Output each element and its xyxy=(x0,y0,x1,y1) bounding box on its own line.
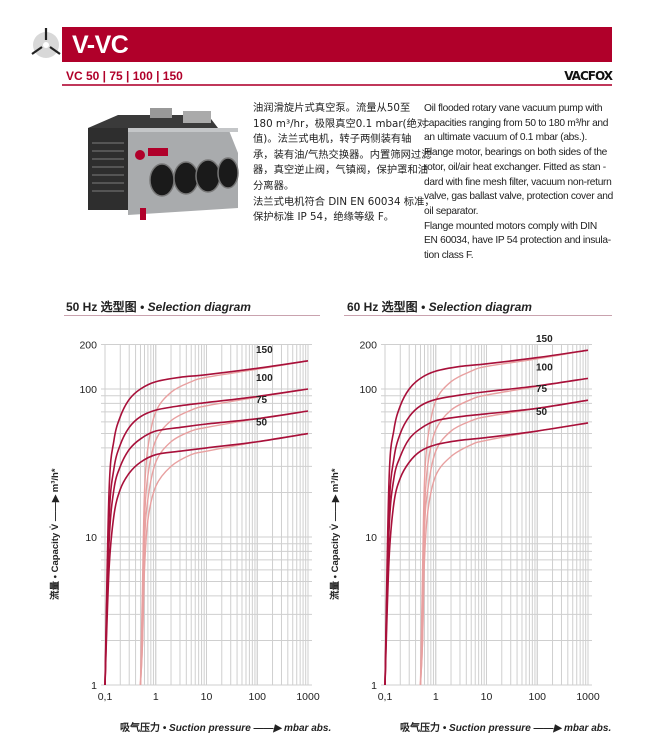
series-label: 150 xyxy=(536,334,553,345)
curve-standard-50 xyxy=(104,432,309,686)
en-line: oil separator. xyxy=(424,205,479,217)
y-tick-label: 100 xyxy=(359,384,377,396)
cn-line: 180 m³/hr，极限真空0.1 mbar(绝对 xyxy=(253,117,428,130)
title-en: • Selection diagram xyxy=(140,300,251,314)
cn-line: 法兰式电机符合 DIN EN 60034 标准， xyxy=(253,195,435,208)
en-line: valve, gas ballast valve, protection cov… xyxy=(424,191,613,203)
series-label: 50 xyxy=(536,407,548,418)
chart-50hz-title: 50 Hz 选型图 • Selection diagram xyxy=(66,298,251,315)
en-line: an ultimate vacuum of 0.1 mbar (abs.). xyxy=(424,132,587,144)
chart-60hz-rule xyxy=(344,315,612,316)
curve-standard-150 xyxy=(104,360,309,686)
en-line: Flange motor, bearings on both sides of … xyxy=(424,147,608,159)
x-tick-label: 10 xyxy=(481,691,493,703)
y-tick-label: 200 xyxy=(359,339,377,351)
title-cn: 50 Hz 选型图 xyxy=(66,300,137,314)
x-tick-label: 1000 xyxy=(576,691,600,703)
series-label: 75 xyxy=(256,395,268,406)
curve-gas-ballast-50 xyxy=(139,432,309,686)
series-label: 100 xyxy=(256,373,273,384)
cn-line: 油润滑旋片式真空泵。流量从50至 xyxy=(253,102,411,114)
curve-gas-ballast-50 xyxy=(419,422,589,686)
cn-line: 值)。法兰式电机，转子两侧装有轴 xyxy=(253,133,412,146)
en-line: Flange mounted motors comply with DIN xyxy=(424,220,597,232)
chart-50hz-xlabel: 吸气压力 • Suction pressure ——▶ mbar abs. xyxy=(120,719,331,734)
en-line: rotor, oil/air heat exchanger. Fitted as… xyxy=(424,161,606,173)
x-tick-label: 100 xyxy=(528,691,546,703)
chart-60hz-title: 60 Hz 选型图 • Selection diagram xyxy=(347,298,532,315)
cn-line: 器，真空逆止阀，气镇阀，保护罩和油 xyxy=(253,164,429,177)
y-tick-label: 1 xyxy=(91,680,97,692)
curve-standard-75 xyxy=(384,399,589,686)
xlabel-en: • Suction pressure ——▶ mbar abs. xyxy=(162,723,332,734)
x-tick-label: 1000 xyxy=(296,691,320,703)
curve-standard-50 xyxy=(384,422,589,686)
series-label: 100 xyxy=(536,362,553,373)
xlabel-cn: 吸气压力 xyxy=(400,723,440,734)
series-label: 150 xyxy=(256,345,273,356)
x-tick-label: 1 xyxy=(153,691,159,703)
cn-line: 分离器。 xyxy=(253,179,295,192)
curve-gas-ballast-150 xyxy=(419,349,589,686)
y-tick-label: 10 xyxy=(85,532,97,544)
curve-gas-ballast-100 xyxy=(419,377,589,686)
xlabel-cn: 吸气压力 xyxy=(120,723,160,734)
curve-standard-100 xyxy=(384,377,589,686)
cn-line: 保护标准 IP 54，绝缘等级 F。 xyxy=(253,211,395,224)
y-tick-label: 200 xyxy=(79,339,97,351)
curve-standard-75 xyxy=(104,410,309,686)
chart-60hz-xlabel: 吸气压力 • Suction pressure ——▶ mbar abs. xyxy=(400,719,611,734)
cn-line: 承，装有油/气热交换器。内置筛网过滤 xyxy=(253,148,432,161)
curve-standard-150 xyxy=(384,349,589,686)
product-title: V-VC xyxy=(72,31,129,59)
en-line: EN 60034, have IP 54 protection and insu… xyxy=(424,235,611,247)
en-line: Oil flooded rotary vane vacuum pump with xyxy=(424,103,603,114)
chart-60hz-ylabel: 流量 • Capacity V̇ ——▶ m³/h* xyxy=(330,468,341,600)
brand-logo: VACFOX xyxy=(564,69,613,83)
x-tick-label: 10 xyxy=(201,691,213,703)
x-tick-label: 100 xyxy=(248,691,266,703)
series-label: 50 xyxy=(256,418,268,429)
en-line: dard with fine mesh filter, vacuum non-r… xyxy=(424,176,612,188)
header-divider xyxy=(62,84,612,86)
fan-blade-icon xyxy=(31,28,61,58)
curve-standard-100 xyxy=(104,388,309,686)
description-english: Oil flooded rotary vane vacuum pump with… xyxy=(424,102,644,264)
model-list: VC 50 | 75 | 100 | 150 xyxy=(66,69,183,83)
description-chinese: 油润滑旋片式真空泵。流量从50至 180 m³/hr，极限真空0.1 mbar(… xyxy=(253,101,435,226)
title-en: • Selection diagram xyxy=(421,300,532,314)
title-cn: 60 Hz 选型图 xyxy=(347,300,418,314)
chart-50hz-rule xyxy=(64,315,320,316)
en-line: tion class F. xyxy=(424,250,474,262)
xlabel-en: • Suction pressure ——▶ mbar abs. xyxy=(442,723,612,734)
x-tick-label: 1 xyxy=(433,691,439,703)
x-tick-label: 0,1 xyxy=(378,691,393,703)
en-line: capacities ranging from 50 to 180 m³/hr … xyxy=(424,117,609,129)
pump-photo xyxy=(88,108,239,220)
series-label: 75 xyxy=(536,384,548,395)
x-tick-label: 0,1 xyxy=(98,691,113,703)
y-tick-label: 100 xyxy=(79,384,97,396)
y-tick-label: 1 xyxy=(371,680,377,692)
title-bar: V-VC xyxy=(62,27,612,62)
y-tick-label: 10 xyxy=(365,532,377,544)
